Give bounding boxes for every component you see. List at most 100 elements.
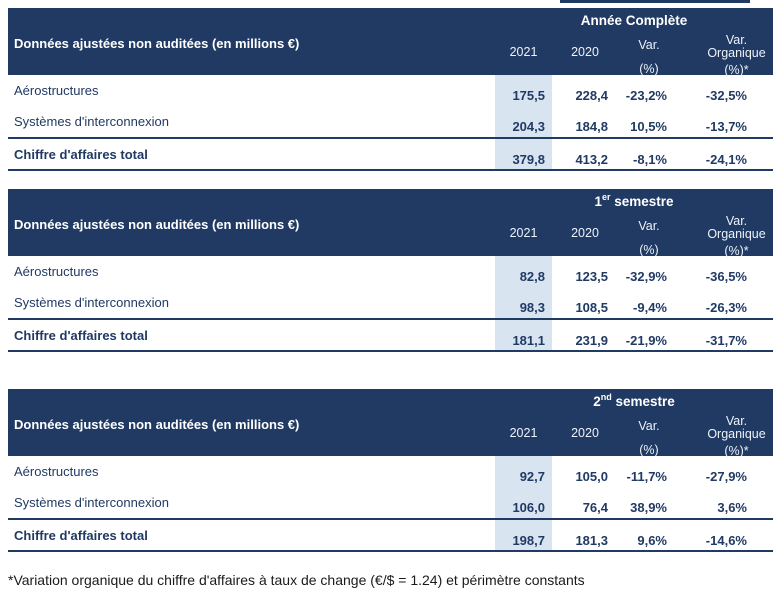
table-header: Année Complète Données ajustées non audi… [8, 8, 773, 77]
col-header-var: Var. (%) [618, 389, 680, 458]
value-var-organique: -14,6% [705, 533, 747, 548]
value-2020: 105,0 [575, 469, 608, 484]
table-row: Aérostructures 175,5 228,4 -23,2% -32,5% [8, 75, 773, 106]
period-title: Année Complète [495, 14, 773, 28]
value-2021: 106,0 [495, 487, 552, 518]
table-row: Systèmes d'interconnexion 204,3 184,8 10… [8, 106, 773, 137]
col-header-var: Var. (%) [618, 8, 680, 77]
row-label: Aérostructures [14, 83, 99, 98]
col-header-var-line2: (%) [639, 243, 659, 257]
value-2020: 108,5 [575, 300, 608, 315]
col-header-var-line1: Var. [638, 219, 660, 233]
table-row: Systèmes d'interconnexion 98,3 108,5 -9,… [8, 287, 773, 318]
col-header-varorg-line2: Organique [707, 46, 766, 60]
table-body: Aérostructures 92,7 105,0 -11,7% -27,9% … [8, 456, 773, 552]
table-premier-semestre: 1er semestre Données ajustées non audité… [8, 189, 773, 352]
table-header: 2nd semestre Données ajustées non audité… [8, 389, 773, 458]
value-2021: 181,1 [495, 320, 552, 350]
col-header-varorg-line1: Var. [725, 214, 748, 228]
period-superscript: nd [600, 391, 612, 402]
row-header-label: Données ajustées non auditées (en millio… [14, 417, 300, 432]
col-header-2021: 2021 [509, 45, 538, 59]
cropped-header-edge-artifact [560, 0, 750, 3]
value-var-organique: -24,1% [705, 152, 747, 167]
col-header-var: Var. (%) [618, 189, 680, 258]
row-label: Chiffre d'affaires total [14, 147, 148, 162]
value-var: 10,5% [630, 119, 667, 134]
value-var-organique: -32,5% [705, 88, 747, 103]
value-var: -8,1% [633, 152, 667, 167]
col-header-varorg-line3: (%)* [724, 244, 749, 258]
table-annee-complete: Année Complète Données ajustées non audi… [8, 8, 773, 171]
col-header-varorg-line2: Organique [707, 227, 766, 241]
table-row-total: Chiffre d'affaires total 181,1 231,9 -21… [8, 318, 773, 352]
value-var: 38,9% [630, 500, 667, 515]
row-label: Chiffre d'affaires total [14, 528, 148, 543]
table-header: 1er semestre Données ajustées non audité… [8, 189, 773, 258]
col-header-var-organique: Var. Organique (%)* [680, 189, 773, 258]
value-var-organique: -27,9% [705, 469, 747, 484]
col-header-var-line2: (%) [639, 443, 659, 457]
column-header-row: Données ajustées non auditées (en millio… [8, 8, 773, 77]
row-label: Aérostructures [14, 464, 99, 479]
col-header-varorg-line3: (%)* [724, 63, 749, 77]
col-header-var-organique: Var. Organique (%)* [680, 8, 773, 77]
table-body: Aérostructures 175,5 228,4 -23,2% -32,5%… [8, 75, 773, 171]
row-header-label: Données ajustées non auditées (en millio… [14, 36, 300, 51]
period-title: 1er semestre [495, 191, 773, 209]
period-superscript: er [601, 191, 611, 202]
col-header-varorg-line3: (%)* [724, 444, 749, 458]
table-row: Aérostructures 82,8 123,5 -32,9% -36,5% [8, 256, 773, 287]
period-prefix: 1 [594, 194, 602, 209]
value-2021: 82,8 [495, 256, 552, 287]
value-2021: 204,3 [495, 106, 552, 137]
value-var-organique: -36,5% [705, 269, 747, 284]
value-2021: 379,8 [495, 139, 552, 169]
table-row: Aérostructures 92,7 105,0 -11,7% -27,9% [8, 456, 773, 487]
value-var-organique: -26,3% [705, 300, 747, 315]
value-2020: 76,4 [582, 500, 608, 515]
col-header-2021: 2021 [509, 226, 538, 240]
col-header-2020: 2020 [571, 426, 599, 440]
value-2020: 181,3 [575, 533, 608, 548]
value-var: 9,6% [637, 533, 667, 548]
col-header-varorg-line2: Organique [707, 427, 766, 441]
row-label: Systèmes d'interconnexion [14, 495, 169, 510]
table-second-semestre: 2nd semestre Données ajustées non audité… [8, 389, 773, 552]
table-row: Systèmes d'interconnexion 106,0 76,4 38,… [8, 487, 773, 518]
page-content: Année Complète Données ajustées non audi… [8, 8, 773, 588]
col-header-varorg-line1: Var. [725, 414, 748, 428]
period-prefix: 2 [593, 394, 601, 409]
value-2020: 231,9 [575, 333, 608, 348]
value-var-organique: -31,7% [705, 333, 747, 348]
value-var: -9,4% [633, 300, 667, 315]
value-var-organique: -13,7% [705, 119, 747, 134]
table-body: Aérostructures 82,8 123,5 -32,9% -36,5% … [8, 256, 773, 352]
value-2020: 184,8 [575, 119, 608, 134]
value-2021: 198,7 [495, 520, 552, 550]
value-var: -11,7% [626, 469, 667, 484]
value-2021: 175,5 [495, 75, 552, 106]
value-2020: 123,5 [575, 269, 608, 284]
period-title: 2nd semestre [495, 391, 773, 409]
value-2020: 413,2 [575, 152, 608, 167]
column-header-row: Données ajustées non auditées (en millio… [8, 389, 773, 458]
col-header-var-line2: (%) [639, 62, 659, 76]
table-row-total: Chiffre d'affaires total 198,7 181,3 9,6… [8, 518, 773, 552]
value-var: -32,9% [625, 269, 667, 284]
period-suffix: semestre [610, 194, 674, 209]
table-row-total: Chiffre d'affaires total 379,8 413,2 -8,… [8, 137, 773, 171]
col-header-varorg-line1: Var. [725, 33, 748, 47]
row-label: Aérostructures [14, 264, 99, 279]
value-var-organique: 3,6% [717, 500, 747, 515]
col-header-2021: 2021 [509, 426, 538, 440]
footnote: *Variation organique du chiffre d'affair… [8, 572, 585, 588]
value-2020: 228,4 [575, 88, 608, 103]
period-suffix: semestre [611, 394, 675, 409]
col-header-2020: 2020 [571, 226, 599, 240]
value-var: -21,9% [625, 333, 667, 348]
column-header-row: Données ajustées non auditées (en millio… [8, 189, 773, 258]
value-var: -23,2% [625, 88, 667, 103]
col-header-var-line1: Var. [638, 419, 660, 433]
col-header-var-line1: Var. [638, 38, 660, 52]
